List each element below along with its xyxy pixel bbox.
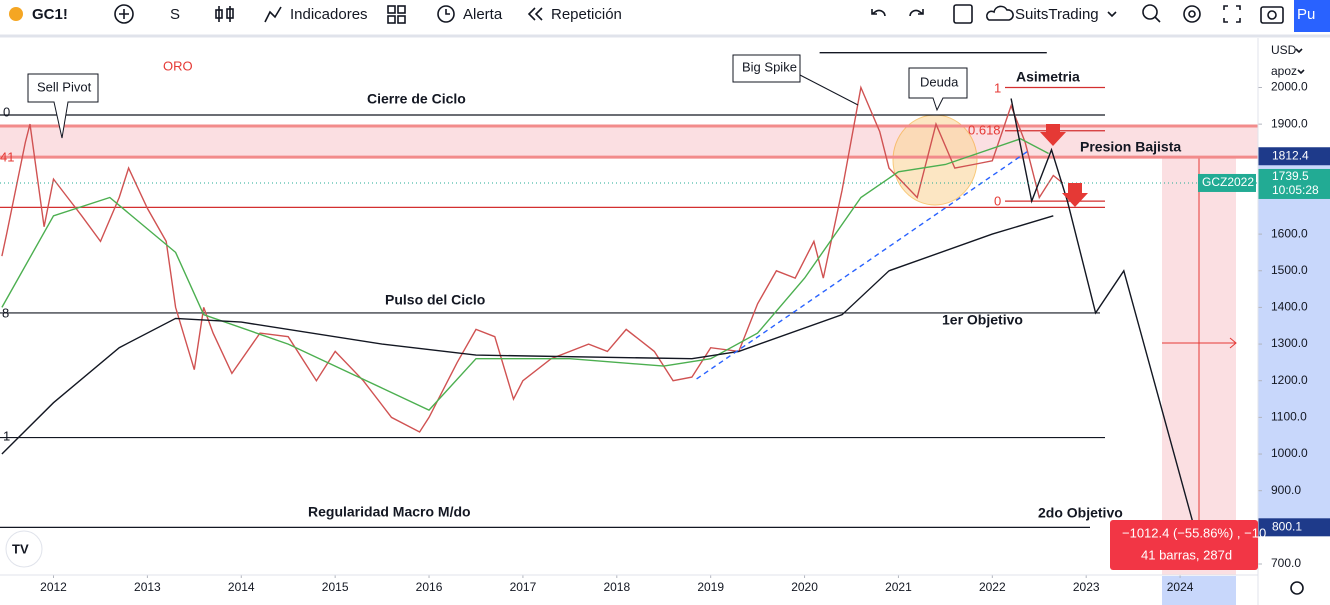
y-tick-label: 1200.0 (1271, 373, 1308, 387)
account[interactable]: SuitsTrading (1015, 6, 1099, 23)
fib-label: 0 (3, 104, 10, 119)
annotation: Pulso del Ciclo (385, 292, 485, 308)
price-tag (1258, 168, 1330, 199)
y-tick-label: 700.0 (1271, 556, 1301, 570)
replay-button[interactable]: Repetición (551, 6, 622, 23)
alert-button[interactable]: Alerta (463, 6, 503, 23)
annotation: 1er Objetivo (942, 312, 1023, 328)
y-tick-label: 1400.0 (1271, 300, 1308, 314)
countdown: 10:05:28 (1272, 183, 1319, 197)
x-tick-label: 2017 (510, 580, 537, 594)
y-tick-label: 1100.0 (1271, 410, 1307, 424)
callout-text: Deuda (920, 74, 959, 89)
fib-label: 8 (2, 305, 9, 320)
currency[interactable]: USD (1271, 43, 1297, 57)
y-tick-label: 1000.0 (1271, 446, 1308, 460)
annotations: ORO Sell Pivot Cierre de Ciclo Big Spike… (0, 58, 1181, 520)
x-tick-label: 2020 (791, 580, 818, 594)
annotation: Regularidad Macro M/do (308, 504, 471, 520)
annotation: Cierre de Ciclo (367, 91, 466, 107)
measure-change: −1012.4 (−55.86%) , −10 (1122, 525, 1266, 540)
series-line (696, 149, 1031, 380)
x-tick-label: 2014 (228, 580, 255, 594)
x-tick-label: 2018 (603, 580, 630, 594)
price-label: 800.1 (1272, 519, 1302, 533)
fib-label: 0.618 (968, 122, 1001, 137)
fib-label: 1 (3, 428, 10, 443)
price-label: 1739.5 (1272, 169, 1309, 183)
scale-mode[interactable]: apoz (1271, 64, 1297, 78)
series-line (1, 138, 1049, 411)
fib-label: 0 (994, 193, 1001, 208)
annotation: Asimetria (1016, 69, 1080, 85)
x-tick-label: 2024 (1167, 580, 1194, 594)
y-tick-label: 1300.0 (1271, 336, 1308, 350)
y-tick-label: 1900.0 (1271, 116, 1308, 130)
y-tick-label: 2000.0 (1271, 80, 1308, 94)
symbol[interactable]: GC1! (32, 6, 68, 23)
series-line (1, 215, 1054, 455)
annotation: ORO (163, 58, 193, 73)
interval[interactable]: S (170, 6, 180, 23)
y-tick-label: 1500.0 (1271, 263, 1308, 277)
toolbar: GC1! S Indicadores Alerta Repetición Sui… (0, 0, 1330, 38)
x-tick-label: 2019 (697, 580, 724, 594)
callout-text: Sell Pivot (37, 79, 92, 94)
annotation: Presion Bajista (1080, 139, 1181, 155)
price-tag (1258, 147, 1330, 166)
publish-button[interactable]: Pu (1297, 6, 1315, 23)
x-tick-label: 2022 (979, 580, 1006, 594)
measure-bars: 41 barras, 287d (1141, 547, 1232, 562)
symbol-tag (1198, 173, 1256, 192)
y-tick-label: 900.0 (1271, 483, 1301, 497)
x-tick-label: 2013 (134, 580, 161, 594)
fib-label: 1 (994, 80, 1001, 95)
x-tick-label: 2016 (416, 580, 443, 594)
logo: TV (12, 541, 29, 556)
x-tick-label: 2012 (40, 580, 67, 594)
price-tag (1258, 518, 1330, 537)
indicators-button[interactable]: Indicadores (290, 6, 368, 23)
series-line (1, 85, 1064, 433)
price-label: 1812.4 (1272, 148, 1309, 162)
callout-text: Big Spike (742, 59, 797, 74)
fib-label: 41 (0, 149, 14, 164)
annotation: 2do Objetivo (1038, 505, 1123, 521)
x-tick-label: 2023 (1073, 580, 1100, 594)
x-tick-label: 2015 (322, 580, 349, 594)
series-line (1010, 98, 1195, 528)
symbol-label: GCZ2022 (1202, 175, 1254, 189)
x-tick-label: 2021 (885, 580, 912, 594)
y-tick-label: 1600.0 (1271, 226, 1308, 240)
